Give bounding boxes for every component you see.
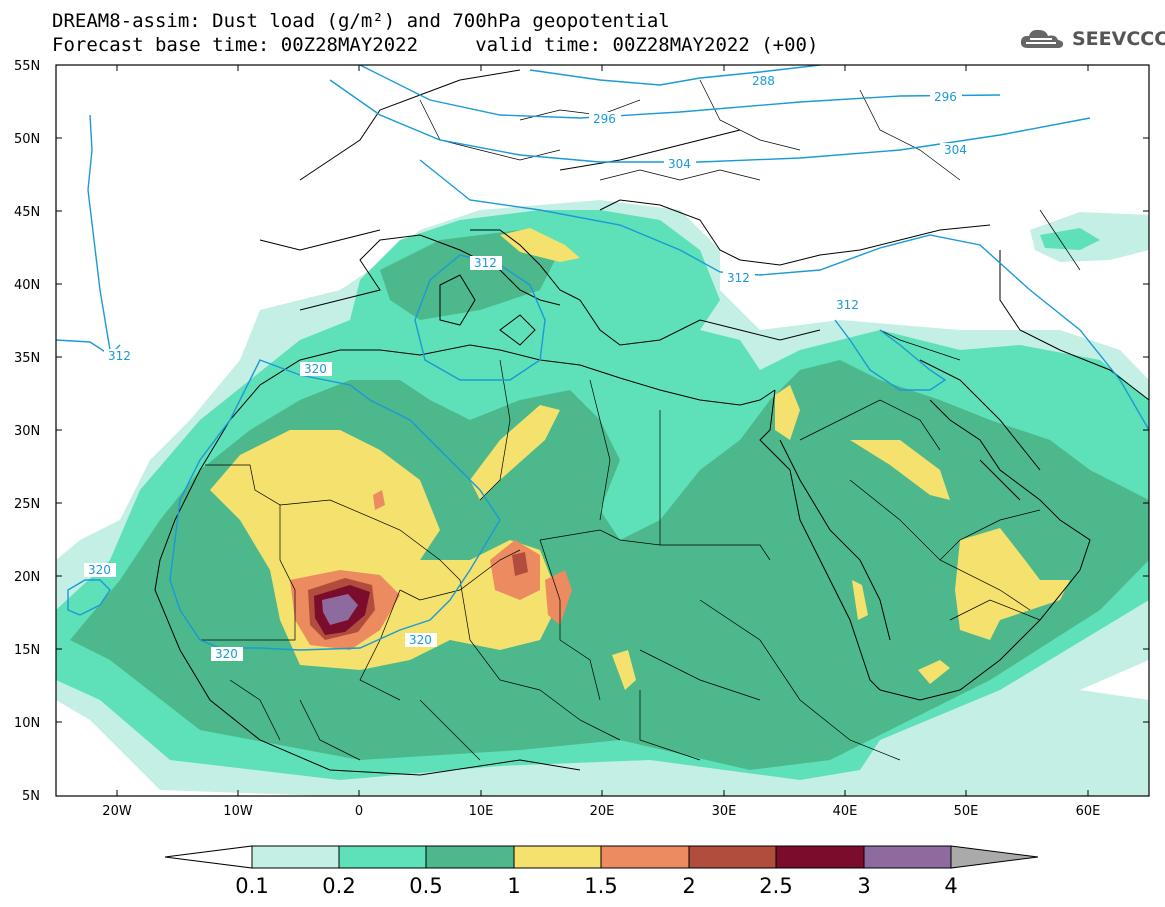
dust-level-1-redsea: [852, 580, 868, 620]
lon-label: 20E: [590, 804, 615, 819]
lat-label: 35N: [14, 351, 40, 366]
lat-axis: 55N 50N 45N 40N 35N 30N 25N 20N 15N 10N …: [14, 59, 1149, 804]
contour-label: 320: [215, 647, 238, 661]
colorbar-swatch: [251, 845, 340, 869]
country-borders: [200, 79, 1081, 761]
colorbar-swatch: [425, 845, 515, 869]
lat-label: 45N: [14, 205, 40, 220]
dust-level-0.5-north: [380, 230, 560, 320]
dust-level-2-tibesti: [512, 552, 528, 576]
colorbar-label: 3: [857, 874, 870, 898]
colorbar-swatch: [775, 845, 865, 869]
contour-label: 288: [752, 74, 775, 88]
dust-level-1-yemen: [918, 660, 950, 684]
colorbar-label: 2: [682, 874, 695, 898]
dust-level-1-levant: [775, 385, 800, 440]
seevccc-logo: SEEVCCC: [1018, 26, 1165, 52]
lat-label: 10N: [14, 716, 40, 731]
lat-label: 5N: [22, 789, 40, 804]
lat-label: 40N: [14, 278, 40, 293]
cloud-icon: [1020, 29, 1064, 48]
lon-label: 0: [355, 804, 363, 819]
lat-label: 20N: [14, 570, 40, 585]
lat-label: 25N: [14, 497, 40, 512]
colorbar-label: 0.5: [409, 874, 442, 898]
colorbar-swatch: [863, 845, 952, 869]
colorbar-swatch: [600, 845, 690, 869]
colorbar-label: 2.5: [759, 874, 792, 898]
colorbar-label: 0.1: [235, 874, 268, 898]
lon-label: 60E: [1076, 804, 1101, 819]
contour-label: 320: [304, 362, 327, 376]
lat-label: 30N: [14, 424, 40, 439]
dust-level-1-tongue: [470, 405, 560, 500]
dust-level-1.5-spot: [373, 490, 385, 510]
lon-axis: 20W 10W 0 10E 20E 30E 40E 50E 60E: [102, 65, 1100, 819]
colorbar-label: 1.5: [584, 874, 617, 898]
geopotential-contours: [56, 65, 1149, 651]
contour-label: 312: [474, 256, 497, 270]
colorbar-underflow-arrow: [164, 845, 253, 869]
colorbar-swatch: [688, 845, 777, 869]
dust-level-1-arabia: [955, 528, 1070, 640]
contour-label: 320: [88, 563, 111, 577]
colorbar-label: 0.2: [322, 874, 355, 898]
chart-subtitle: Forecast base time: 00Z28MAY2022 valid t…: [52, 34, 819, 56]
colorbar: 0.1 0.2 0.5 1 1.5 2 2.5 3 4: [164, 845, 1039, 898]
colorbar-swatch: [338, 845, 427, 869]
lon-label: 50E: [954, 804, 979, 819]
coastlines: [154, 69, 1149, 776]
logo-text: SEEVCCC: [1072, 28, 1165, 50]
lat-label: 55N: [14, 59, 40, 74]
contour-label: 312: [727, 271, 750, 285]
dust-field: [56, 200, 1149, 796]
colorbar-label: 1: [507, 874, 520, 898]
dust-level-0.2-east: [1040, 228, 1100, 250]
contour-label: 296: [593, 112, 616, 126]
contour-label: 304: [944, 143, 967, 157]
dust-level-1.5-ennedi: [545, 570, 572, 625]
lon-label: 10W: [223, 804, 253, 819]
lon-label: 20W: [102, 804, 132, 819]
lat-label: 15N: [14, 643, 40, 658]
geopotential-labels: 288 296 296 304 304 312 312 312 312 320 …: [84, 74, 972, 661]
chart-title: DREAM8-assim: Dust load (g/m²) and 700hP…: [52, 10, 670, 32]
colorbar-overflow-arrow: [950, 845, 1039, 869]
lon-label: 40E: [833, 804, 858, 819]
contour-label: 312: [836, 298, 859, 312]
dust-level-1-chad: [612, 650, 636, 690]
contour-label: 296: [934, 90, 957, 104]
contour-label: 320: [409, 633, 432, 647]
dust-level-3: [322, 594, 358, 625]
dust-level-1-nafud: [850, 440, 950, 500]
colorbar-swatch: [513, 845, 602, 869]
dust-level-1-adriatic: [500, 228, 580, 262]
lon-label: 30E: [712, 804, 737, 819]
lat-label: 50N: [14, 132, 40, 147]
lon-label: 10E: [469, 804, 494, 819]
contour-label: 312: [108, 349, 131, 363]
colorbar-label: 4: [944, 874, 957, 898]
contour-label: 304: [668, 157, 691, 171]
